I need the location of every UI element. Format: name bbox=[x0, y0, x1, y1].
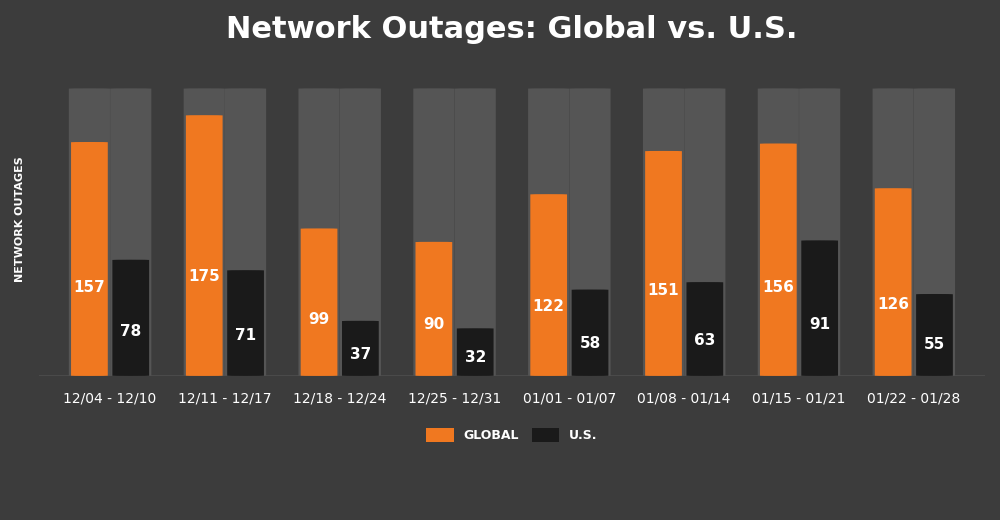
FancyBboxPatch shape bbox=[342, 321, 379, 376]
FancyBboxPatch shape bbox=[643, 88, 684, 376]
FancyBboxPatch shape bbox=[801, 240, 838, 376]
FancyBboxPatch shape bbox=[528, 88, 569, 376]
Text: 58: 58 bbox=[579, 335, 601, 350]
Text: 91: 91 bbox=[809, 317, 830, 332]
Text: 175: 175 bbox=[188, 269, 220, 284]
FancyBboxPatch shape bbox=[758, 88, 799, 376]
FancyBboxPatch shape bbox=[569, 88, 611, 376]
Text: 157: 157 bbox=[74, 280, 105, 294]
FancyBboxPatch shape bbox=[298, 88, 340, 376]
FancyBboxPatch shape bbox=[686, 282, 723, 376]
Text: 63: 63 bbox=[694, 333, 716, 348]
Text: 32: 32 bbox=[465, 350, 486, 366]
FancyBboxPatch shape bbox=[413, 88, 454, 376]
FancyBboxPatch shape bbox=[184, 88, 225, 376]
FancyBboxPatch shape bbox=[227, 270, 264, 376]
Text: 122: 122 bbox=[533, 300, 565, 315]
FancyBboxPatch shape bbox=[110, 88, 151, 376]
Y-axis label: NETWORK OUTAGES: NETWORK OUTAGES bbox=[15, 157, 25, 282]
FancyBboxPatch shape bbox=[415, 242, 452, 376]
FancyBboxPatch shape bbox=[799, 88, 840, 376]
FancyBboxPatch shape bbox=[340, 88, 381, 376]
FancyBboxPatch shape bbox=[873, 88, 914, 376]
Text: 55: 55 bbox=[924, 337, 945, 353]
FancyBboxPatch shape bbox=[875, 188, 912, 376]
Text: 156: 156 bbox=[762, 280, 794, 295]
FancyBboxPatch shape bbox=[186, 115, 223, 376]
FancyBboxPatch shape bbox=[457, 328, 494, 376]
FancyBboxPatch shape bbox=[225, 88, 266, 376]
Text: 126: 126 bbox=[877, 297, 909, 312]
FancyBboxPatch shape bbox=[914, 88, 955, 376]
Title: Network Outages: Global vs. U.S.: Network Outages: Global vs. U.S. bbox=[226, 15, 798, 44]
FancyBboxPatch shape bbox=[455, 88, 496, 376]
FancyBboxPatch shape bbox=[71, 142, 108, 376]
FancyBboxPatch shape bbox=[684, 88, 725, 376]
FancyBboxPatch shape bbox=[69, 88, 110, 376]
Text: 37: 37 bbox=[350, 347, 371, 362]
FancyBboxPatch shape bbox=[530, 194, 567, 376]
FancyBboxPatch shape bbox=[645, 151, 682, 376]
Text: 90: 90 bbox=[423, 318, 444, 332]
Legend: GLOBAL, U.S.: GLOBAL, U.S. bbox=[417, 419, 606, 451]
Text: 78: 78 bbox=[120, 324, 141, 339]
FancyBboxPatch shape bbox=[760, 144, 797, 376]
Text: 99: 99 bbox=[308, 313, 330, 328]
Text: 71: 71 bbox=[235, 328, 256, 343]
FancyBboxPatch shape bbox=[112, 259, 149, 376]
FancyBboxPatch shape bbox=[916, 294, 953, 376]
FancyBboxPatch shape bbox=[301, 228, 337, 376]
Text: 151: 151 bbox=[648, 283, 679, 298]
FancyBboxPatch shape bbox=[572, 290, 608, 376]
